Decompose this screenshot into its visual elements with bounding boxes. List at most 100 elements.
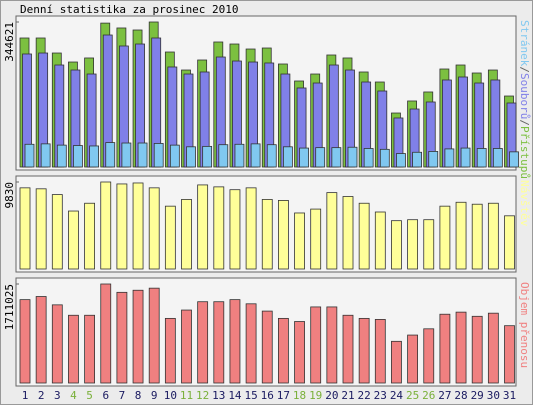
legend: Stránek/Souborů/Přístupů (518, 20, 531, 179)
x-tick-label: 3 (54, 389, 61, 402)
bar (68, 314, 79, 384)
bar (391, 340, 402, 384)
bar (197, 184, 209, 270)
bar (40, 143, 51, 168)
bar (35, 188, 47, 270)
x-tick-label: 23 (374, 389, 387, 402)
bar (379, 148, 390, 168)
bar (35, 296, 47, 384)
y-tick-label: 9830 (3, 182, 16, 209)
bar (218, 144, 229, 168)
x-tick-label: 17 (277, 389, 290, 402)
bar (423, 328, 435, 384)
bar (282, 146, 293, 168)
x-tick-label: 6 (102, 389, 109, 402)
x-tick-label: 28 (454, 389, 467, 402)
x-tick-label: 11 (180, 389, 193, 402)
x-tick-label: 14 (228, 389, 242, 402)
bar (234, 143, 245, 168)
bar (197, 301, 209, 384)
x-tick-label: 24 (390, 389, 404, 402)
legend: Objem přenosu (518, 282, 531, 368)
bar (444, 148, 455, 168)
bar (423, 219, 435, 270)
x-tick-label: 22 (358, 389, 371, 402)
bar (19, 299, 31, 384)
legend-entry: Návštěv (518, 180, 531, 227)
legend-entry: Objem přenosu (518, 282, 531, 368)
x-tick-label: 12 (196, 389, 209, 402)
bar (504, 325, 515, 384)
x-tick-label: 4 (70, 389, 77, 402)
bar (132, 289, 144, 384)
bar (116, 183, 128, 270)
bar (19, 187, 31, 270)
bar (487, 312, 499, 384)
bar (164, 317, 176, 384)
x-tick-label: 31 (503, 389, 516, 402)
y-tick-label: 344621 (3, 22, 16, 62)
bar (68, 210, 79, 270)
bar (358, 317, 370, 384)
legend-entry: Přístupů (518, 126, 531, 179)
bar (213, 186, 225, 270)
bar (277, 317, 289, 384)
bar (455, 311, 467, 384)
bar (326, 306, 338, 384)
bar (164, 205, 176, 270)
bar (439, 205, 451, 270)
legend-entry: Stránek (518, 20, 531, 67)
bar (407, 334, 419, 384)
bar (315, 147, 326, 168)
bar (100, 181, 112, 270)
x-tick-label: 7 (119, 389, 126, 402)
bar (245, 303, 257, 384)
bar (310, 208, 322, 270)
x-tick-label: 1 (22, 389, 29, 402)
y-tick-label: 1711025 (3, 284, 16, 330)
bar (428, 151, 439, 168)
bar (51, 194, 63, 270)
bar (56, 144, 67, 168)
x-tick-label: 25 (406, 389, 419, 402)
bar (342, 196, 354, 270)
bar (51, 304, 63, 384)
bar (89, 145, 99, 168)
bar (331, 147, 342, 168)
bar (358, 202, 370, 270)
legend-separator: / (518, 119, 531, 126)
bar (294, 321, 305, 384)
bar (84, 314, 95, 384)
bar (245, 187, 257, 270)
bar (84, 202, 95, 270)
bar (261, 310, 273, 384)
bar (509, 151, 519, 168)
bar (347, 146, 358, 168)
bar (105, 142, 116, 168)
bar (487, 202, 499, 270)
bar (266, 144, 277, 168)
bar (121, 142, 132, 168)
bar (412, 151, 423, 168)
x-tick-label: 19 (309, 389, 322, 402)
bar (132, 182, 144, 270)
bar (396, 153, 406, 168)
bar (213, 301, 225, 384)
x-tick-label: 18 (293, 389, 306, 402)
bar (148, 287, 160, 384)
legend-separator: / (518, 66, 531, 73)
bar (202, 145, 213, 168)
bar (294, 212, 305, 270)
bar (153, 143, 164, 168)
bar (471, 203, 483, 270)
bar (169, 144, 180, 168)
bar (391, 220, 402, 270)
bar (229, 189, 241, 270)
bar (299, 147, 309, 168)
x-tick-label: 10 (164, 389, 177, 402)
x-tick-label: 26 (422, 389, 435, 402)
bar (137, 142, 148, 168)
bar (181, 199, 192, 270)
